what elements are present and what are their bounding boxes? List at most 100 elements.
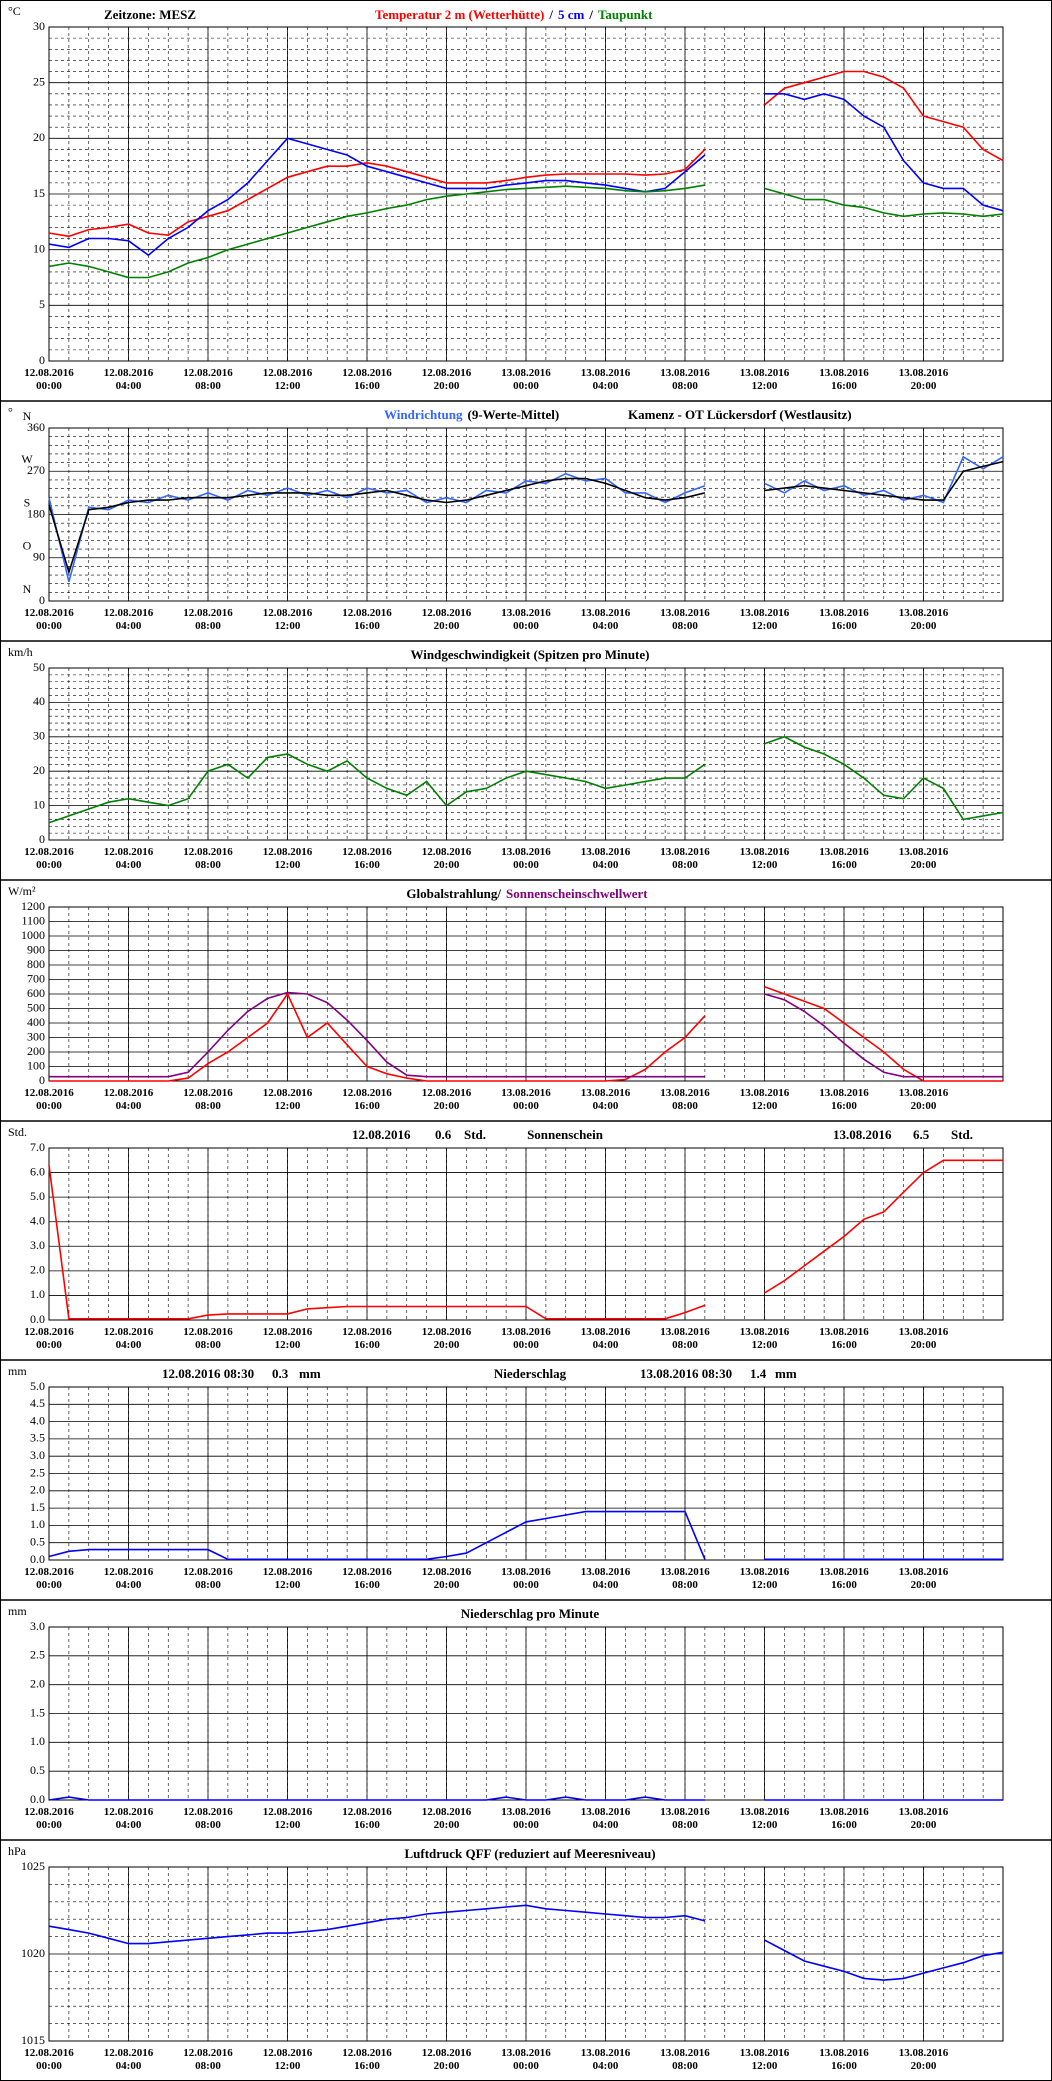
x-tick-label: 12.08.2016 16:00: [342, 1806, 392, 1831]
total-unit: mm: [299, 1366, 321, 1381]
unit-label: W/m²: [8, 884, 36, 898]
title-part: Sonnenscheinschwellwert: [506, 886, 648, 901]
x-tick-label: 13.08.2016 12:00: [739, 1087, 790, 1112]
x-tick-label: 13.08.2016 08:00: [660, 1566, 710, 1591]
y-tick-label: 3.0: [30, 1619, 45, 1633]
x-tick-label: 12.08.2016 16:00: [342, 1087, 392, 1112]
x-tick-label: 13.08.2016 20:00: [898, 2047, 949, 2072]
unit-label: °: [8, 405, 13, 419]
x-tick-label: 13.08.2016 12:00: [739, 2047, 790, 2072]
y-tick-label: 2.0: [30, 1676, 45, 1690]
y-tick-label: 20: [33, 763, 45, 777]
y-tick-label: 10: [33, 241, 45, 255]
direction-label: O: [23, 539, 32, 553]
y-tick-label: 2.0: [30, 1263, 45, 1277]
series-line: [48, 70, 1004, 238]
x-tick-label: 13.08.2016 16:00: [819, 1326, 869, 1351]
y-tick-label: 3.0: [30, 1448, 45, 1462]
y-tick-label: 0: [39, 593, 45, 607]
unit-label: °C: [8, 4, 21, 18]
y-tick-label: 1.5: [30, 1500, 45, 1514]
chart-title: Sonnenschein: [527, 1127, 604, 1142]
x-tick-label: 12.08.2016 16:00: [342, 2047, 392, 2072]
y-tick-label: 1025: [21, 1859, 45, 1873]
y-tick-label: 500: [27, 1000, 45, 1014]
y-tick-label: 20: [33, 130, 45, 144]
x-tick-label: 13.08.2016 04:00: [580, 1566, 631, 1591]
x-tick-label: 13.08.2016 00:00: [501, 1326, 551, 1351]
y-tick-label: 30: [33, 729, 45, 743]
y-tick-label: 360: [27, 420, 45, 434]
x-tick-label: 13.08.2016 16:00: [819, 2047, 869, 2072]
unit-label: mm: [8, 1604, 27, 1618]
x-tick-label: 12.08.2016 04:00: [103, 1326, 154, 1351]
x-tick-label: 13.08.2016 00:00: [501, 1566, 551, 1591]
x-tick-label: 12.08.2016 04:00: [103, 846, 154, 871]
y-tick-label: 15: [33, 186, 45, 200]
y-tick-label: 3.0: [30, 1238, 45, 1252]
x-tick-label: 13.08.2016 16:00: [819, 607, 869, 632]
unit-label: Std.: [8, 1125, 27, 1139]
y-tick-label: 0.0: [30, 1312, 45, 1326]
x-tick-label: 12.08.2016 20:00: [421, 1087, 472, 1112]
x-tick-label: 13.08.2016 08:00: [660, 1087, 710, 1112]
series-line: [48, 460, 1004, 575]
y-tick-label: 2.0: [30, 1483, 45, 1497]
x-tick-label: 13.08.2016 04:00: [580, 2047, 631, 2072]
x-tick-label: 12.08.2016 04:00: [103, 1087, 154, 1112]
total-value: 0.3: [272, 1366, 289, 1381]
x-tick-label: 13.08.2016 04:00: [580, 1087, 631, 1112]
y-tick-label: 2.5: [30, 1465, 45, 1479]
x-tick-label: 12.08.2016 12:00: [262, 1806, 313, 1831]
y-tick-label: 200: [27, 1044, 45, 1058]
x-tick-label: 13.08.2016 12:00: [739, 1326, 790, 1351]
y-tick-label: 2.5: [30, 1648, 45, 1662]
x-tick-label: 12.08.2016 16:00: [342, 1326, 392, 1351]
y-tick-label: 3.5: [30, 1431, 45, 1445]
x-tick-label: 13.08.2016 12:00: [739, 846, 790, 871]
direction-label: S: [24, 495, 31, 509]
series-line: [48, 1159, 1003, 1320]
series-line: [49, 991, 1003, 1078]
x-tick-label: 12.08.2016 08:00: [183, 846, 233, 871]
x-tick-label: 12.08.2016 20:00: [421, 2047, 472, 2072]
title-line: Globalstrahlung/Sonnenscheinschwellwert: [406, 886, 648, 901]
x-tick-label: 12.08.2016 04:00: [103, 1566, 154, 1591]
x-tick-label: 13.08.2016 20:00: [898, 1566, 949, 1591]
x-tick-label: 12.08.2016 08:00: [183, 1806, 233, 1831]
x-tick-label: 13.08.2016 04:00: [580, 607, 631, 632]
x-tick-label: 12.08.2016 04:00: [103, 367, 154, 392]
y-tick-label: 180: [27, 506, 45, 520]
x-tick-label: 12.08.2016 20:00: [421, 846, 472, 871]
y-tick-label: 40: [33, 694, 45, 708]
y-tick-label: 1015: [21, 2033, 45, 2047]
x-tick-label: 13.08.2016 16:00: [819, 1566, 869, 1591]
x-tick-label: 12.08.2016 16:00: [342, 1566, 392, 1591]
chart-title: Windgeschwindigkeit (Spitzen pro Minute): [411, 647, 650, 662]
y-tick-label: 0: [39, 1073, 45, 1087]
x-tick-label: 12.08.2016 00:00: [24, 846, 74, 871]
x-tick-label: 13.08.2016 08:00: [660, 2047, 710, 2072]
title-part: /: [588, 7, 593, 22]
x-tick-label: 12.08.2016 12:00: [262, 2047, 313, 2072]
total-value: 1.4: [750, 1366, 767, 1381]
x-tick-label: 13.08.2016 00:00: [501, 367, 551, 392]
x-tick-label: 12.08.2016 12:00: [262, 1087, 313, 1112]
x-tick-label: 13.08.2016 20:00: [898, 1806, 949, 1831]
x-tick-label: 12.08.2016 04:00: [103, 2047, 154, 2072]
x-tick-label: 13.08.2016 08:00: [660, 1806, 710, 1831]
y-tick-label: 900: [27, 942, 45, 956]
title-part: Taupunkt: [598, 7, 653, 22]
x-tick-label: 13.08.2016 20:00: [898, 607, 949, 632]
y-tick-label: 0.5: [30, 1534, 45, 1548]
y-tick-label: 90: [33, 550, 45, 564]
y-tick-label: 25: [33, 74, 45, 88]
total-date: 13.08.2016 08:30: [640, 1366, 732, 1381]
x-tick-label: 13.08.2016 00:00: [501, 607, 551, 632]
x-tick-label: 12.08.2016 20:00: [421, 1806, 472, 1831]
x-tick-label: 12.08.2016 00:00: [24, 1087, 74, 1112]
y-tick-label: 700: [27, 971, 45, 985]
chart-title: Niederschlag pro Minute: [461, 1606, 600, 1621]
x-tick-label: 12.08.2016 20:00: [421, 607, 472, 632]
